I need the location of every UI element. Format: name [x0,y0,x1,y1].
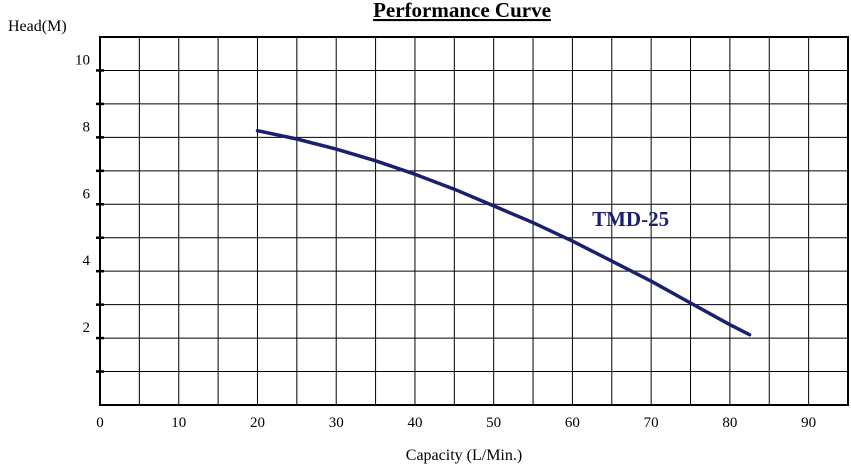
series-line [255,128,752,337]
x-tick-label: 50 [486,415,501,431]
chart-title: Performance Curve [373,0,551,22]
y-axis-label: Head(M) [8,18,67,35]
y-tick-label: 8 [83,119,91,135]
x-tick-label: 90 [801,415,816,431]
x-tick-label: 60 [565,415,580,431]
x-tick-label: 30 [329,415,344,431]
x-tick-label: 0 [96,415,104,431]
x-tick-label: 80 [722,415,737,431]
x-tick-label: 40 [407,415,422,431]
y-tick-label: 6 [83,186,91,202]
x-tick-label: 10 [171,415,186,431]
grid [100,37,848,405]
plot-frame [99,36,849,406]
x-tick-label: 20 [250,415,265,431]
y-tick-label: 4 [83,253,91,269]
y-tick-label: 2 [83,320,91,336]
y-tick-label: 10 [75,52,90,68]
ticks: 0 10 20 30 40 50 60 70 80 90 2 4 6 8 10 [75,52,816,431]
series-group: TMD-25 [255,128,752,337]
x-axis-label: Capacity (L/Min.) [406,447,522,464]
x-tick-label: 70 [644,415,659,431]
series-label: TMD-25 [592,207,669,231]
